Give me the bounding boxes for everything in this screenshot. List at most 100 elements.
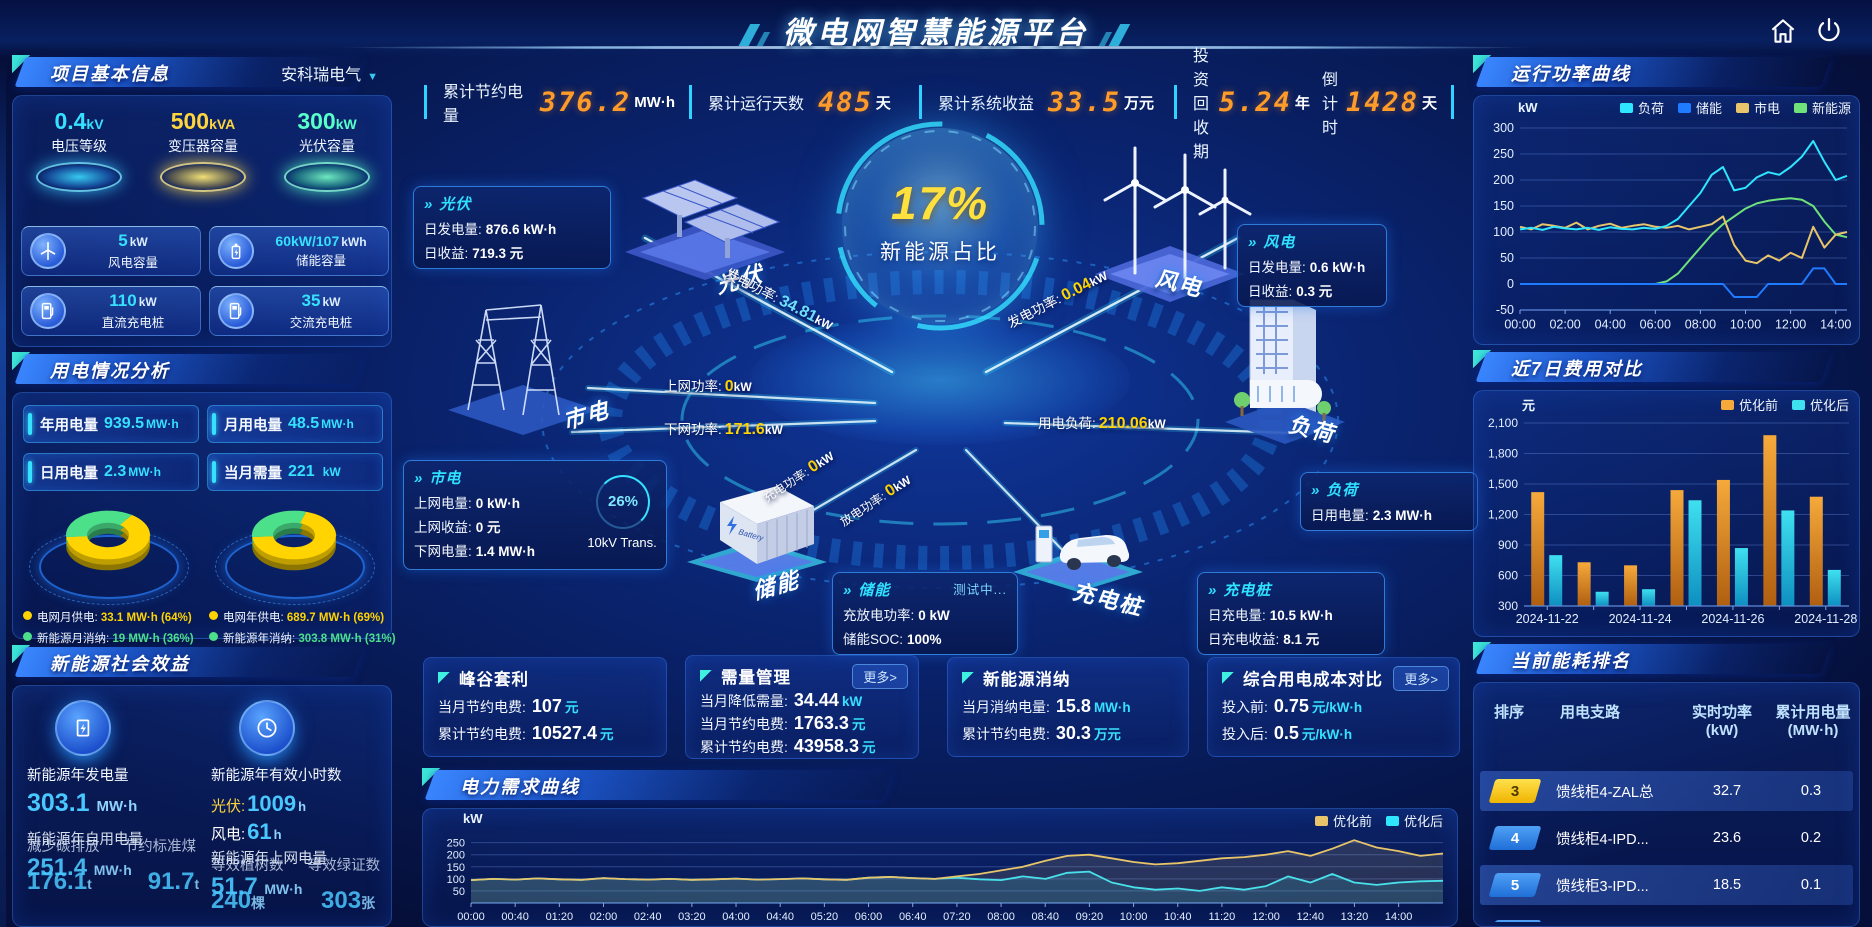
legend-grid-month: 电网月供电: 33.1 MW·h (64%): [23, 609, 192, 625]
arrow-icon: »: [1311, 482, 1321, 499]
svg-text:10:00: 10:00: [1730, 318, 1761, 332]
benefit-overlap-right: 新能源年上网电量 等效植树数 等效绿证数 51.7 MW·h 240棵 303张: [211, 851, 381, 914]
stat-month-usage: 月用电量 48.5 MW·h: [207, 405, 383, 443]
corner-icon: [438, 672, 451, 685]
svg-text:08:40: 08:40: [1031, 911, 1059, 923]
pedestal-glow: [160, 162, 246, 192]
panel-social-benefit: 新能源社会效益 新能源年发电量 303.1 MW·h 新能源年自用电量 减少碳排…: [10, 645, 394, 927]
svg-text:03:20: 03:20: [678, 911, 706, 923]
legend-item: 负荷: [1619, 98, 1664, 117]
donut-month: [25, 497, 195, 605]
grid-towers-graphic: [438, 285, 608, 440]
panel-demand-curve: 电力需求曲线 kW 优化前 优化后 50 100 150 200 250 00:00 00:4…: [420, 768, 1460, 927]
table-row[interactable]: 6 馈线柜6-IPD 22.7 0.1: [1480, 912, 1853, 922]
load-building-graphic: [1220, 280, 1350, 455]
svg-text:1,800: 1,800: [1488, 447, 1518, 461]
energy-flow-scene: 17% 新能源占比 光伏: [403, 120, 1478, 656]
box-peak-valley-arbitrage: 峰谷套利 当月节约电费: 107 元 累计节约电费: 10527.4 元: [423, 657, 667, 757]
table-row[interactable]: 3 馈线柜4-ZAL总 32.7 0.3: [1480, 771, 1853, 811]
svg-text:04:00: 04:00: [722, 911, 750, 923]
chevron-down-icon: ▼: [367, 71, 378, 83]
ranking-rows: 3 馈线柜4-ZAL总 32.7 0.3 4 馈线柜4-IPD... 23.6 …: [1480, 771, 1853, 922]
renewable-share-sphere: 17% 新能源占比: [835, 121, 1045, 331]
table-row[interactable]: 4 馈线柜4-IPD... 23.6 0.2: [1480, 818, 1853, 858]
clock-icon: [239, 700, 295, 756]
wind-turbines-graphic: [1080, 128, 1260, 313]
more-button[interactable]: 更多>: [852, 664, 908, 689]
svg-text:10:40: 10:40: [1164, 911, 1192, 923]
panel-title: 项目基本信息: [50, 64, 170, 84]
top-banner: [0, 0, 1872, 58]
rank-badge: 6: [1488, 920, 1542, 922]
demand-legend: 优化前 优化后: [1301, 811, 1443, 831]
info-box-pv: » 光伏 日发电量: 876.6 kW·h 日收益: 719.3 元: [413, 186, 611, 269]
svg-text:900: 900: [1498, 538, 1518, 552]
corner-icon: [962, 672, 975, 685]
pedestal-glow: [284, 162, 370, 192]
legend-item: 优化后: [1385, 811, 1443, 830]
power-legend: 负荷 储能 市电 新能源: [1606, 98, 1851, 118]
svg-text:06:00: 06:00: [1640, 318, 1671, 332]
home-icon[interactable]: [1768, 16, 1798, 46]
svg-text:08:00: 08:00: [987, 911, 1015, 923]
renewable-share-value: 17%: [890, 177, 990, 229]
svg-text:1,200: 1,200: [1488, 508, 1518, 522]
company-dropdown[interactable]: 安科瑞电气 ▼: [281, 67, 378, 84]
info-box-grid: » 市电 上网电量: 0 kW·h 上网收益: 0 元 下网电量: 1.4 MW·h 2…: [403, 460, 667, 570]
pedestal-glow: [36, 162, 122, 192]
power-chart: -50 0 50 100 150 200 250 300 00:00 02:00 04:00 06:0…: [1493, 121, 1851, 332]
more-button[interactable]: 更多>: [1393, 666, 1449, 691]
svg-text:150: 150: [447, 862, 465, 874]
pedestal-voltage: 0.4kV 电压等级: [19, 108, 139, 192]
rank-badge: 3: [1488, 779, 1542, 803]
box-renewable-consumption: 新能源消纳 当月消纳电量: 15.8 MW·h 累计节约电费: 30.3 万元: [947, 657, 1189, 757]
svg-text:50: 50: [453, 886, 465, 898]
svg-text:300: 300: [1498, 599, 1518, 613]
svg-text:11:20: 11:20: [1209, 911, 1236, 923]
svg-text:06:40: 06:40: [899, 911, 927, 923]
capacity-card-dc-charger: 110 kW 直流充电桩: [21, 286, 201, 336]
title-slash-decoration: [1108, 24, 1131, 46]
legend-renew-year: 新能源年消纳: 303.8 MW·h (31%): [209, 630, 396, 646]
svg-text:00:00: 00:00: [457, 911, 485, 923]
rank-badge: 5: [1488, 873, 1542, 897]
info-box-load: » 负荷 日用电量: 2.3 MW·h: [1300, 472, 1478, 531]
svg-text:100: 100: [1493, 225, 1514, 239]
charger-icon: [30, 293, 66, 329]
corner-icon: [700, 670, 713, 683]
panel-cost-compare: 近7日费用对比 元 优化前 优化后 300 600 900 1,200 1,500 1,80…: [1471, 350, 1862, 637]
arrow-icon: »: [1248, 234, 1258, 251]
table-row[interactable]: 5 馈线柜3-IPD... 18.5 0.1: [1480, 865, 1853, 905]
charger-car-graphic: [1008, 492, 1148, 597]
title-slash-decoration: [738, 24, 760, 46]
svg-text:02:00: 02:00: [590, 911, 618, 923]
left-edge-decoration: [0, 60, 6, 927]
benefit-generation: 新能源年发电量 303.1 MW·h 新能源年自用电量 减少碳排放 节约标准煤 …: [27, 700, 207, 902]
arrow-icon: »: [424, 196, 434, 213]
storage-battery-graphic: Battery: [682, 472, 832, 587]
svg-text:2024-11-26: 2024-11-26: [1701, 612, 1764, 626]
svg-text:600: 600: [1498, 569, 1518, 583]
charger-icon: [218, 293, 254, 329]
kpi-total-income: 累计系统收益 33.5 万元: [919, 85, 1174, 119]
svg-text:12:40: 12:40: [1296, 911, 1324, 923]
title-slash-decoration: [756, 32, 770, 46]
svg-text:08:00: 08:00: [1685, 318, 1716, 332]
capacity-card-ac-charger: 35 kW 交流充电桩: [209, 286, 389, 336]
svg-text:04:00: 04:00: [1595, 318, 1626, 332]
flow-grid-export: 上网功率: 0kW: [664, 378, 752, 395]
arrow-icon: »: [1208, 582, 1218, 599]
pedestal-transformer: 500kVA 变压器容量: [143, 108, 263, 192]
panel-title: 运行功率曲线: [1511, 64, 1631, 84]
capacity-card-storage: 60kW/107 kWh 储能容量: [209, 226, 389, 276]
panel-usage-analysis: 用电情况分析 年用电量 939.5 MW·h 月用电量 48.5 MW·h 日用电量 2.…: [10, 352, 396, 645]
svg-text:250: 250: [447, 838, 465, 850]
legend-item: 优化后: [1791, 395, 1849, 414]
power-icon[interactable]: [1814, 16, 1844, 46]
svg-text:14:00: 14:00: [1385, 911, 1413, 923]
svg-text:09:20: 09:20: [1076, 911, 1104, 923]
pedestal-pv: 300kW 光伏容量: [267, 108, 387, 192]
svg-text:05:20: 05:20: [811, 911, 839, 923]
transformer-label: 10kV Trans.: [587, 535, 657, 550]
